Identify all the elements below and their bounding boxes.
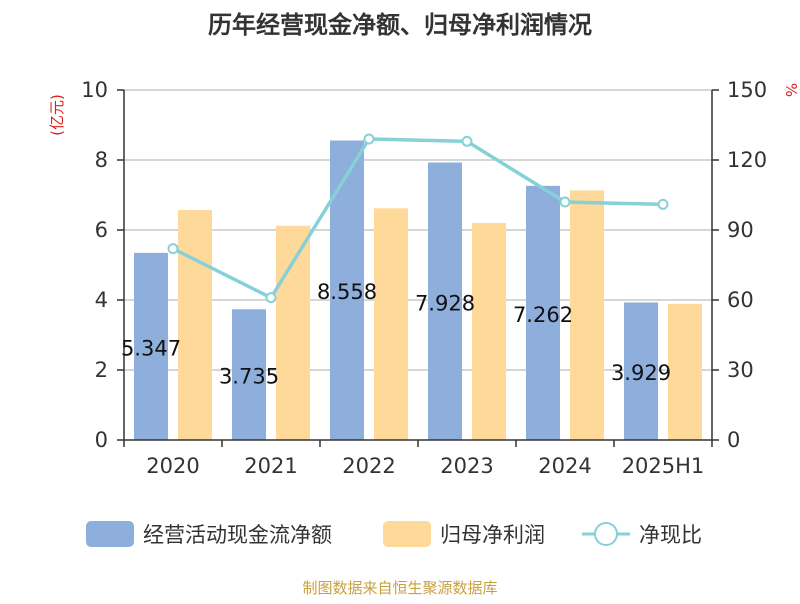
y-right-tick-label: 60 (727, 288, 754, 312)
bar-net-profit (570, 190, 604, 440)
bar-net-profit (472, 223, 506, 440)
line-point (657, 198, 669, 210)
line-point (265, 292, 277, 304)
legend-swatch (86, 521, 134, 547)
y-left-tick-label: 2 (95, 358, 108, 382)
bar-data-label: 7.928 (415, 291, 475, 315)
x-tick-label: 2023 (440, 454, 493, 478)
source-note: 制图数据来自恒生聚源数据库 (302, 579, 497, 597)
legend: 经营活动现金流净额 归母净利润 净现比 (86, 521, 702, 547)
y-left-tick-label: 6 (95, 218, 108, 242)
axes (117, 89, 719, 447)
y-left-tick-label: 10 (81, 78, 108, 102)
legend-label: 净现比 (639, 523, 702, 547)
tick-labels: 0 2 4 6 8 10 0 30 60 90 120 150 2020 2021 2022 2023 2024… (81, 78, 767, 478)
bar-net-profit (374, 208, 408, 440)
bar-data-label: 3.735 (219, 365, 279, 389)
y-right-tick-label: 0 (727, 428, 740, 452)
bar-operating-cashflow (232, 309, 266, 440)
bar-operating-cashflow (526, 185, 560, 440)
legend-label: 经营活动现金流净额 (143, 523, 332, 547)
data-labels: 5.347 3.735 8.558 7.928 7.262 3.929 (121, 280, 671, 388)
x-tick-label: 2021 (244, 454, 297, 478)
line-net-cash-ratio (172, 137, 664, 300)
y-right-tick-label: 90 (727, 218, 754, 242)
y-right-tick-label: 120 (727, 148, 767, 172)
line-series (167, 133, 669, 304)
bar-data-label: 7.262 (513, 303, 573, 327)
x-tick-label: 2025H1 (622, 454, 705, 478)
bar-net-profit (276, 225, 310, 440)
line-point (167, 243, 179, 255)
bar-operating-cashflow (134, 252, 168, 440)
legend-label: 归母净利润 (440, 523, 545, 547)
x-tick-label: 2024 (538, 454, 591, 478)
bar-operating-cashflow (624, 302, 658, 440)
bar-net-profit (178, 210, 212, 440)
line-point (363, 133, 375, 145)
y-axis-right-label: % (782, 83, 800, 97)
bar-data-label: 3.929 (611, 361, 671, 385)
y-left-tick-label: 0 (95, 428, 108, 452)
legend-marker (594, 522, 618, 546)
bar-data-label: 5.347 (121, 336, 181, 360)
chart-title: 历年经营现金净额、归母净利润情况 (208, 11, 592, 39)
gridlines (124, 89, 712, 371)
y-axis-left-label: (亿元) (48, 94, 66, 136)
bar-net-profit (668, 303, 702, 440)
y-left-tick-label: 4 (95, 288, 108, 312)
x-tick-label: 2022 (342, 454, 395, 478)
bar-operating-cashflow (428, 162, 462, 440)
bars (134, 140, 702, 440)
y-left-tick-label: 8 (95, 148, 108, 172)
line-point (559, 196, 571, 208)
legend-swatch (383, 521, 431, 547)
x-tick-label: 2020 (146, 454, 199, 478)
bar-data-label: 8.558 (317, 280, 377, 304)
y-right-tick-label: 30 (727, 358, 754, 382)
line-point (461, 135, 473, 147)
y-right-tick-label: 150 (727, 78, 767, 102)
